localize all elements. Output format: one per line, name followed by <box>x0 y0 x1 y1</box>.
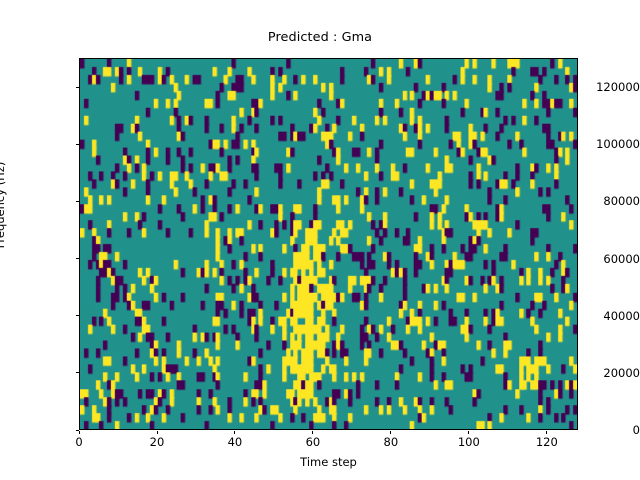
x-tick-mark <box>234 430 236 434</box>
x-tick-label: 0 <box>75 435 83 449</box>
y-tick-label: 80000 <box>603 194 640 209</box>
y-tick-label: 0 <box>632 423 640 437</box>
y-tick-mark <box>75 258 79 260</box>
chart-title: Predicted : Gma <box>267 30 373 45</box>
heatmap-canvas <box>80 59 577 429</box>
x-axis-label: Time step <box>300 455 357 469</box>
y-tick-mark <box>75 372 79 374</box>
y-tick-mark <box>75 200 79 202</box>
y-tick-label: 60000 <box>603 251 640 266</box>
x-tick-mark <box>312 430 314 434</box>
y-tick-label: 20000 <box>603 365 640 380</box>
x-tick-mark <box>468 430 470 434</box>
x-tick-label: 100 <box>457 435 480 449</box>
y-tick-mark <box>75 143 79 145</box>
x-tick-label: 40 <box>227 435 243 449</box>
y-tick-mark <box>75 429 79 431</box>
y-tick-mark <box>75 315 79 317</box>
x-tick-label: 60 <box>305 435 321 449</box>
x-tick-mark <box>156 430 158 434</box>
y-tick-label: 120000 <box>596 80 640 95</box>
x-tick-label: 20 <box>149 435 165 449</box>
y-tick-label: 100000 <box>596 137 640 152</box>
x-tick-mark <box>390 430 392 434</box>
x-tick-mark <box>546 430 548 434</box>
x-tick-label: 80 <box>383 435 399 449</box>
plot-area <box>79 58 578 430</box>
x-tick-label: 120 <box>535 435 558 449</box>
y-tick-mark <box>75 86 79 88</box>
y-tick-label: 40000 <box>603 308 640 323</box>
x-tick-mark <box>78 430 80 434</box>
